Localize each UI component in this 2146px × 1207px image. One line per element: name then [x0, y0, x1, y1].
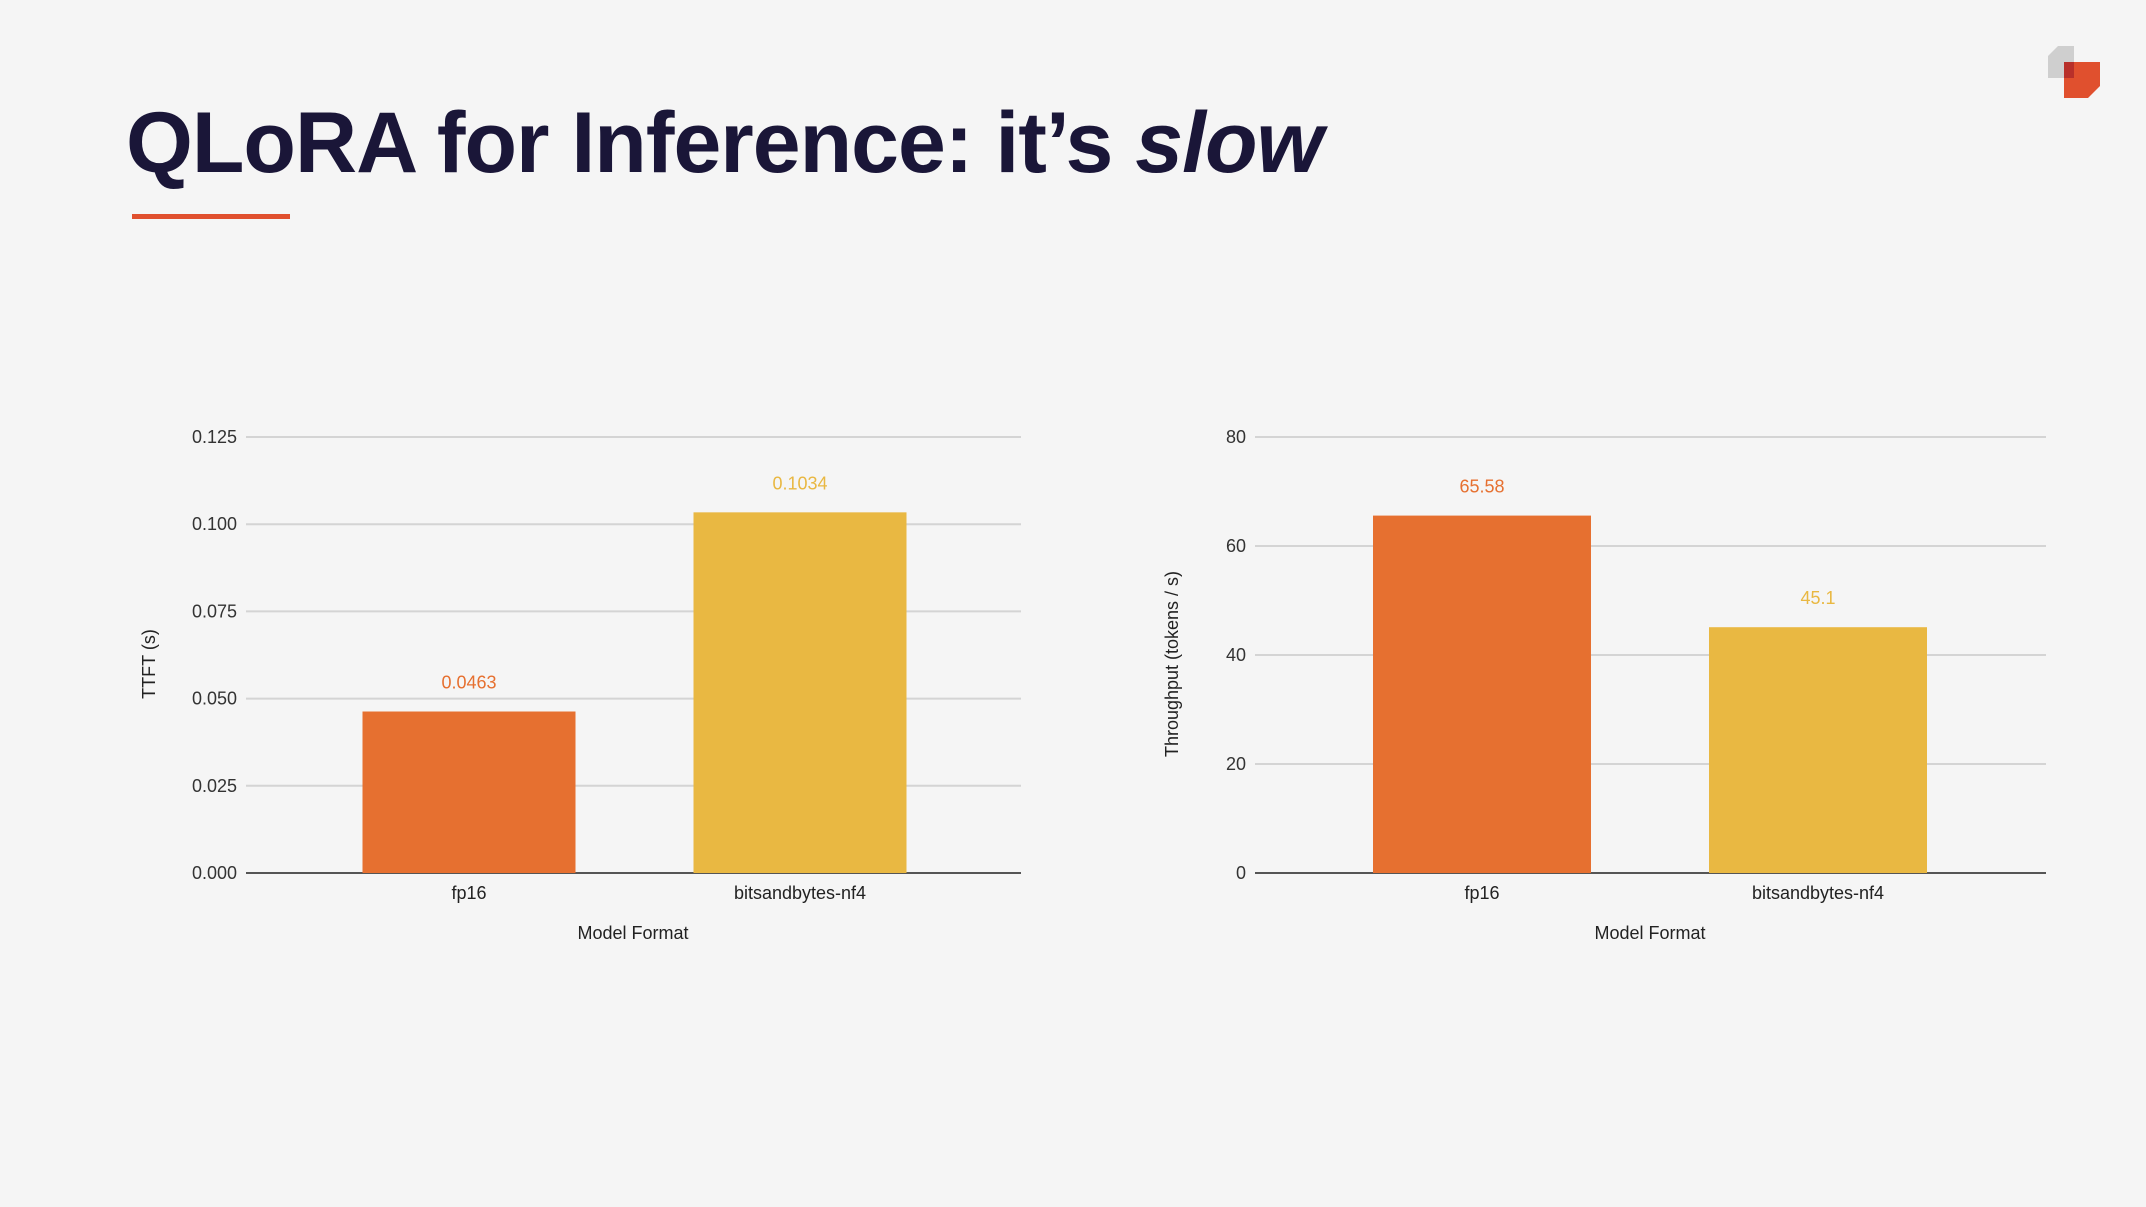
y-axis-title: TTFT (s): [139, 629, 159, 699]
y-tick-label: 60: [1226, 536, 1246, 556]
bar-fp16: [362, 711, 576, 873]
x-axis-title: Model Format: [1594, 923, 1705, 943]
bar-fp16: [1373, 515, 1591, 873]
x-tick-label: bitsandbytes-nf4: [1752, 883, 1884, 903]
data-label: 45.1: [1800, 588, 1835, 608]
y-tick-label: 0.075: [192, 601, 237, 621]
data-label: 0.0463: [441, 673, 496, 693]
data-label: 65.58: [1459, 477, 1504, 497]
y-axis-title: Throughput (tokens / s): [1162, 571, 1182, 757]
y-tick-label: 40: [1226, 645, 1246, 665]
x-tick-label: fp16: [451, 883, 486, 903]
x-axis-title: Model Format: [577, 923, 688, 943]
y-tick-label: 0.125: [192, 427, 237, 447]
y-tick-label: 0.100: [192, 514, 237, 534]
y-tick-label: 80: [1226, 427, 1246, 447]
x-tick-label: fp16: [1464, 883, 1499, 903]
x-tick-label: bitsandbytes-nf4: [734, 883, 866, 903]
y-tick-label: 0: [1236, 863, 1246, 883]
y-tick-label: 0.025: [192, 776, 237, 796]
bar-bitsandbytes-nf4: [693, 512, 907, 873]
title-underline: [132, 214, 290, 219]
y-tick-label: 0.050: [192, 689, 237, 709]
data-label: 0.1034: [772, 473, 827, 493]
brand-logo-icon: [2048, 46, 2100, 98]
slide-title-main: QLoRA for Inference: it’s: [126, 95, 1136, 191]
bar-bitsandbytes-nf4: [1709, 627, 1927, 873]
y-tick-label: 20: [1226, 754, 1246, 774]
slide-title: QLoRA for Inference: it’s slow: [126, 100, 1323, 186]
slide-title-emphasis: slow: [1135, 95, 1323, 191]
y-tick-label: 0.000: [192, 863, 237, 883]
